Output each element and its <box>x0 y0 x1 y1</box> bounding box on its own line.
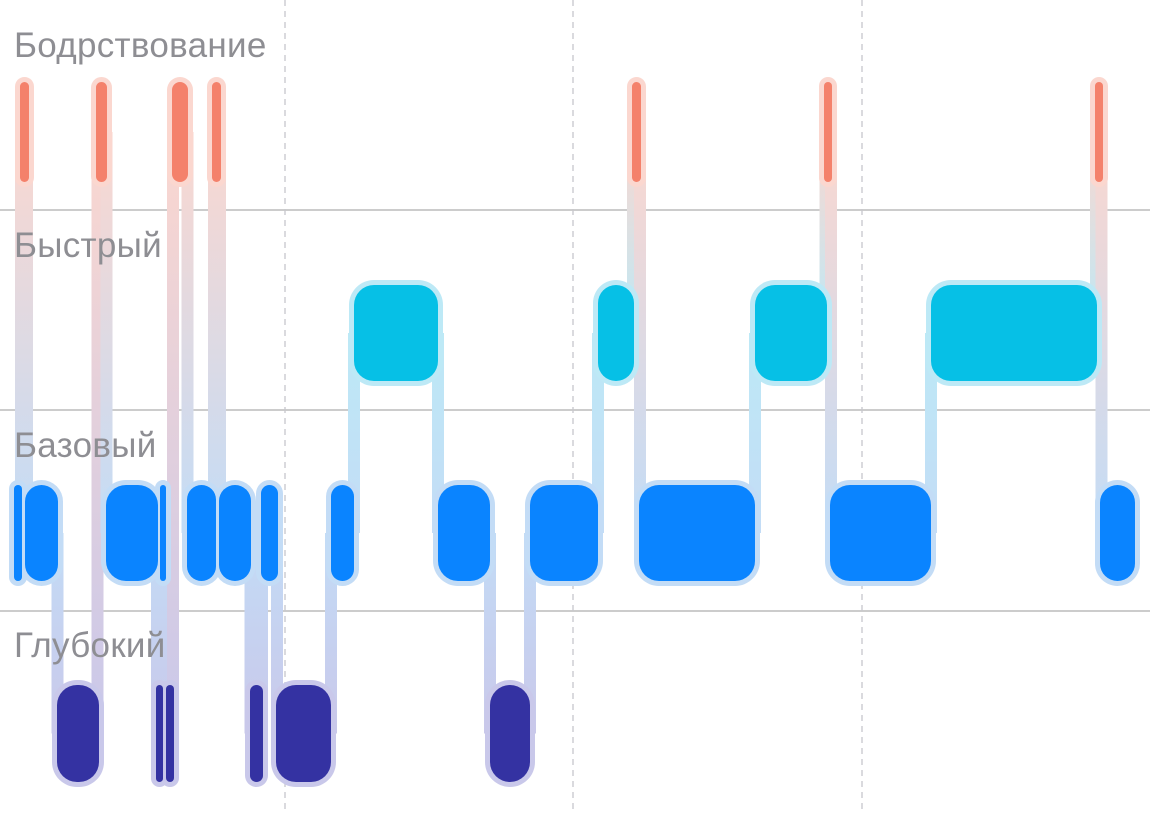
awake-segment-10 <box>172 82 188 182</box>
awake-segment-2 <box>20 82 29 182</box>
core-segment-1 <box>14 485 22 581</box>
stage-transition-10 <box>181 132 194 533</box>
stage-label-core: Базовый <box>14 426 157 465</box>
core-segment-24 <box>639 485 755 581</box>
awake-segment-5 <box>96 82 107 182</box>
core-segment-3 <box>25 485 58 581</box>
rem-segment-18 <box>354 285 438 381</box>
core-segment-13 <box>219 485 251 581</box>
stage-transition-3 <box>51 533 64 734</box>
awake-segment-23 <box>632 82 641 182</box>
core-segment-8 <box>160 485 166 581</box>
core-segment-27 <box>830 485 931 581</box>
stage-transition-9 <box>167 132 179 734</box>
deep-segment-4 <box>57 685 99 782</box>
stage-transition-20 <box>524 533 536 734</box>
core-segment-15 <box>261 485 278 581</box>
deep-segment-16 <box>276 685 331 782</box>
awake-segment-12 <box>212 82 221 182</box>
rem-segment-25 <box>755 285 827 381</box>
rem-segment-22 <box>598 285 634 381</box>
stage-transition-18 <box>432 333 444 533</box>
transition-connectors <box>15 132 1108 734</box>
stage-transition-24 <box>749 333 761 533</box>
stage-transition-12 <box>214 132 226 533</box>
core-segment-19 <box>438 485 490 581</box>
stage-label-deep: Глубокий <box>14 626 166 665</box>
rem-segment-28 <box>931 285 1097 381</box>
core-segment-6 <box>106 485 158 581</box>
stage-transition-19 <box>484 533 496 734</box>
awake-segment-29 <box>1095 82 1103 182</box>
deep-segment-9 <box>166 685 174 782</box>
awake-segment-26 <box>824 82 832 182</box>
stage-transition-5 <box>100 132 113 533</box>
core-segment-17 <box>331 485 354 581</box>
stage-transition-23 <box>634 132 646 533</box>
stage-transition-21 <box>592 333 604 533</box>
deep-segment-14 <box>250 685 263 782</box>
stage-label-awake: Бодрствование <box>14 26 267 65</box>
deep-segment-7 <box>156 685 163 782</box>
stage-transition-27 <box>925 333 937 533</box>
stage-transition-2 <box>21 132 33 533</box>
segment-blocks <box>14 82 1135 782</box>
deep-segment-20 <box>490 685 530 782</box>
core-segment-11 <box>187 485 216 581</box>
stage-label-rem: Быстрый <box>14 226 162 265</box>
core-segment-21 <box>530 485 598 581</box>
core-segment-30 <box>1100 485 1135 581</box>
